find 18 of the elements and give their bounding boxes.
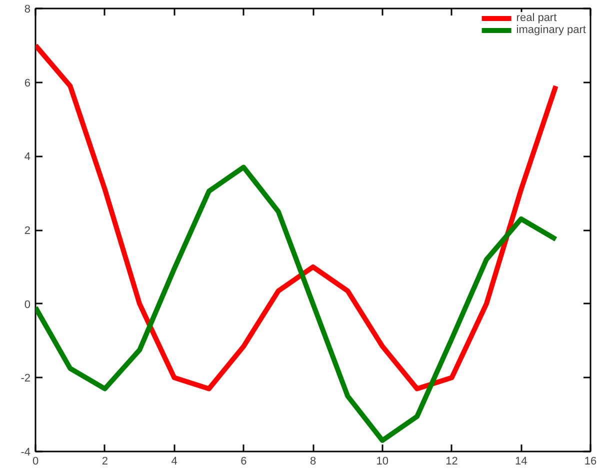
x-tick-label: 14 xyxy=(515,456,528,468)
x-tick-label: 8 xyxy=(310,456,316,468)
y-tick-label: 0 xyxy=(24,298,31,311)
y-tick-label: 2 xyxy=(24,225,31,237)
y-tick-label: 8 xyxy=(24,4,31,16)
x-tick-label: 10 xyxy=(376,456,389,468)
y-tick-label: 4 xyxy=(24,151,31,164)
x-tick-label: 4 xyxy=(171,456,178,468)
x-tick-label: 0 xyxy=(32,456,39,468)
legend-label: imaginary part xyxy=(516,24,586,36)
y-tick-label: -2 xyxy=(20,372,30,385)
x-tick-label: 2 xyxy=(102,456,108,468)
x-tick-label: 6 xyxy=(240,456,247,468)
x-tick-label: 16 xyxy=(584,456,597,468)
legend-label: real part xyxy=(516,12,557,24)
y-tick-label: 6 xyxy=(24,77,31,90)
x-tick-label: 12 xyxy=(446,456,458,468)
y-tick-label: -4 xyxy=(20,446,30,458)
